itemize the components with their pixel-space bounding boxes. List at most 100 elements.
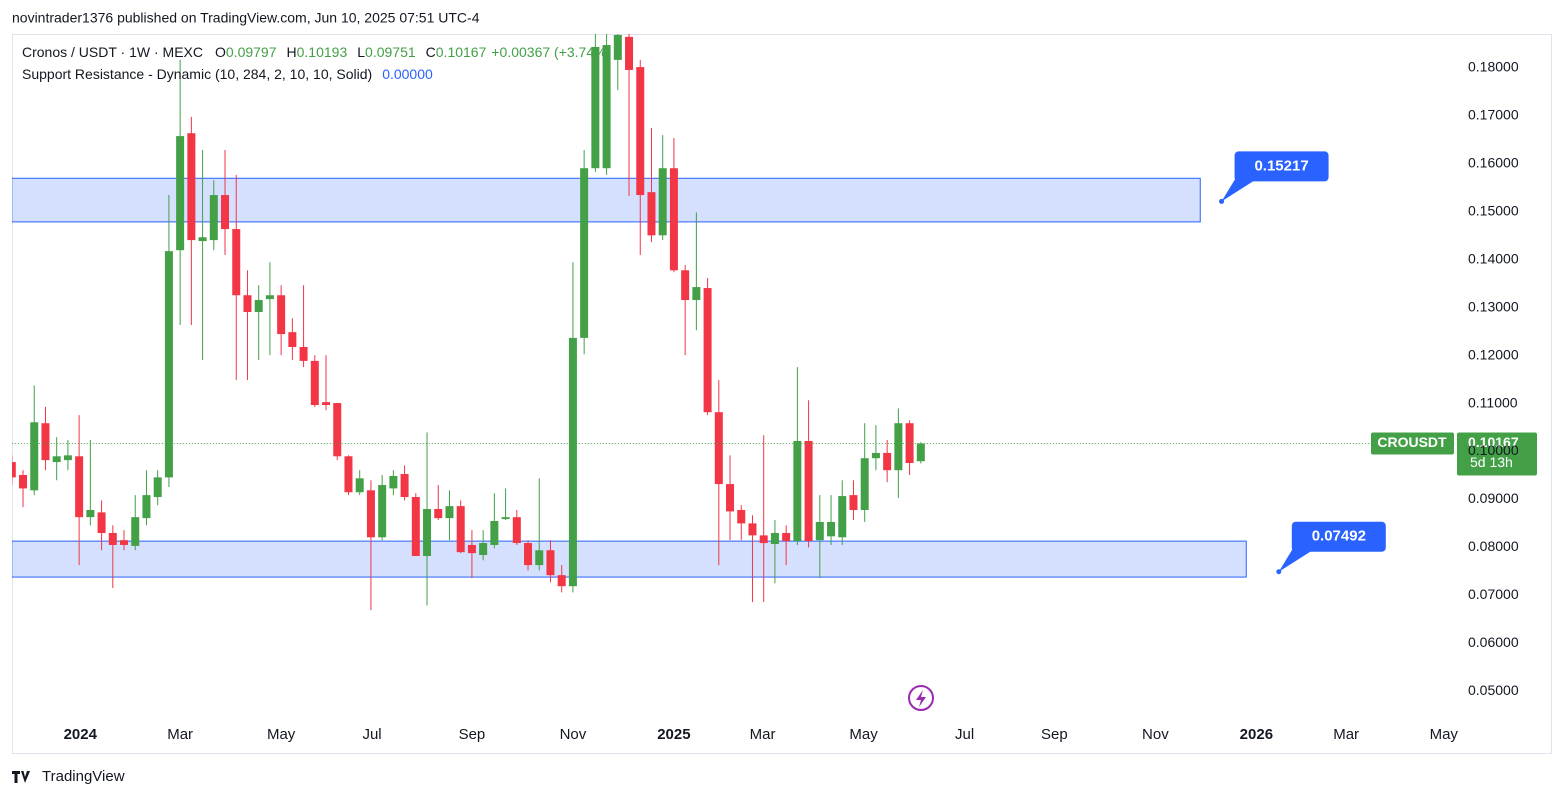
candle-body: [501, 517, 510, 520]
brand: TradingView: [42, 768, 125, 785]
candle-body: [737, 509, 746, 524]
symbol-tag-text: CROUSDT: [1377, 434, 1447, 450]
legend-ohlc-value: 0.09797: [226, 44, 277, 60]
callout-box: [1291, 521, 1386, 552]
x-tick-label: Jul: [955, 726, 974, 743]
price-tag-countdown: 5d 13h: [1470, 454, 1513, 470]
candle-body: [681, 270, 690, 301]
candle-body: [871, 452, 880, 459]
legend-line: Cronos / USDT · 1W · MEXC O0.09797 H0.1019…: [22, 44, 611, 60]
y-tick-label: 0.05000: [1468, 682, 1519, 698]
candle-body: [625, 36, 634, 70]
candle-body: [254, 300, 263, 313]
legend-symbol: Cronos / USDT · 1W · MEXC: [22, 44, 203, 60]
legend-ohlc-label: O: [215, 44, 226, 60]
candle-body: [176, 136, 185, 251]
candle-body: [703, 288, 712, 413]
legend-change: +0.00367 (+3.74%): [491, 44, 611, 60]
y-tick-label: 0.10000: [1468, 442, 1519, 458]
legend-ohlc-label: H: [287, 44, 297, 60]
candle-body: [310, 360, 319, 405]
candle-body: [411, 497, 420, 556]
candle-body: [434, 509, 443, 519]
candle-body: [804, 440, 813, 542]
candle-body: [849, 495, 858, 510]
x-tick-label: 2026: [1240, 726, 1273, 743]
candle-body: [52, 456, 61, 463]
x-tick-label: 2024: [64, 726, 98, 743]
candle-body: [916, 443, 925, 462]
candle-body: [366, 490, 375, 538]
y-tick-label: 0.06000: [1468, 634, 1519, 650]
y-tick-label: 0.13000: [1468, 298, 1519, 314]
candle-body: [232, 229, 241, 296]
candle-body: [815, 521, 824, 541]
candle-body: [692, 287, 701, 301]
candle-body: [75, 456, 84, 518]
candle-body: [782, 532, 791, 542]
callout-box: [1234, 151, 1329, 182]
candle-body: [221, 195, 230, 230]
candle-body: [479, 543, 488, 556]
support-resistance-zone: [12, 540, 1247, 578]
publisher-line: novintrader1376 published on TradingView…: [12, 10, 480, 26]
candle-body: [557, 575, 566, 587]
y-tick-label: 0.15000: [1468, 203, 1519, 219]
indicator-name: Support Resistance - Dynamic (10, 284, 2…: [22, 66, 372, 82]
candle-body: [613, 34, 622, 60]
candle-body: [299, 347, 308, 361]
candle-body: [108, 532, 117, 545]
candle-body: [591, 46, 600, 169]
candle-body: [714, 412, 723, 485]
x-tick-label: Mar: [1333, 726, 1359, 743]
candle-body: [860, 458, 869, 510]
candle-body: [490, 520, 499, 545]
candle-body: [456, 506, 465, 553]
y-tick-label: 0.11000: [1468, 394, 1518, 410]
candle-body: [883, 452, 892, 471]
x-tick-label: Nov: [560, 726, 587, 743]
candle-body: [793, 440, 802, 542]
candle-body: [198, 237, 207, 242]
candle-body: [97, 512, 106, 533]
x-tick-label: May: [1430, 726, 1459, 743]
candle-body: [355, 478, 364, 493]
y-tick-label: 0.17000: [1468, 107, 1519, 123]
x-tick-label: May: [267, 726, 296, 743]
candle-body: [838, 496, 847, 538]
candle-body: [333, 403, 342, 457]
indicator-value: 0.00000: [382, 66, 433, 82]
candle-body: [535, 550, 544, 566]
candle-body: [389, 475, 398, 489]
candle-body: [770, 532, 779, 545]
candle-body: [512, 517, 521, 544]
x-tick-label: Sep: [1041, 726, 1068, 743]
x-tick-label: Mar: [167, 726, 193, 743]
candle-body: [580, 168, 589, 338]
candle-body: [63, 455, 72, 461]
candle-body: [265, 295, 274, 300]
legend-ohlc-value: 0.09751: [365, 44, 416, 60]
y-tick-label: 0.12000: [1468, 346, 1519, 362]
callout-anchor: [1219, 198, 1225, 204]
candle-body: [322, 402, 331, 405]
x-tick-label: Nov: [1142, 726, 1169, 743]
footer-logo: TradingView: [12, 768, 125, 785]
legend-ohlc-label: C: [426, 44, 436, 60]
candle-body: [524, 543, 533, 566]
candle-body: [131, 517, 140, 546]
chart-frame: [12, 34, 1552, 754]
price-tag-value: 0.10167: [1468, 434, 1519, 450]
legend-ohlc-value: 0.10167: [436, 44, 487, 60]
candle-body: [647, 192, 656, 236]
candle-body: [41, 423, 50, 461]
legend-ohlc-value: 0.10193: [297, 44, 348, 60]
y-tick-label: 0.16000: [1468, 155, 1519, 171]
candle-body: [546, 550, 555, 576]
candle-body: [658, 168, 667, 236]
y-tick-label: 0.07000: [1468, 586, 1519, 602]
x-tick-label: Sep: [459, 726, 486, 743]
candle-body: [423, 509, 432, 556]
